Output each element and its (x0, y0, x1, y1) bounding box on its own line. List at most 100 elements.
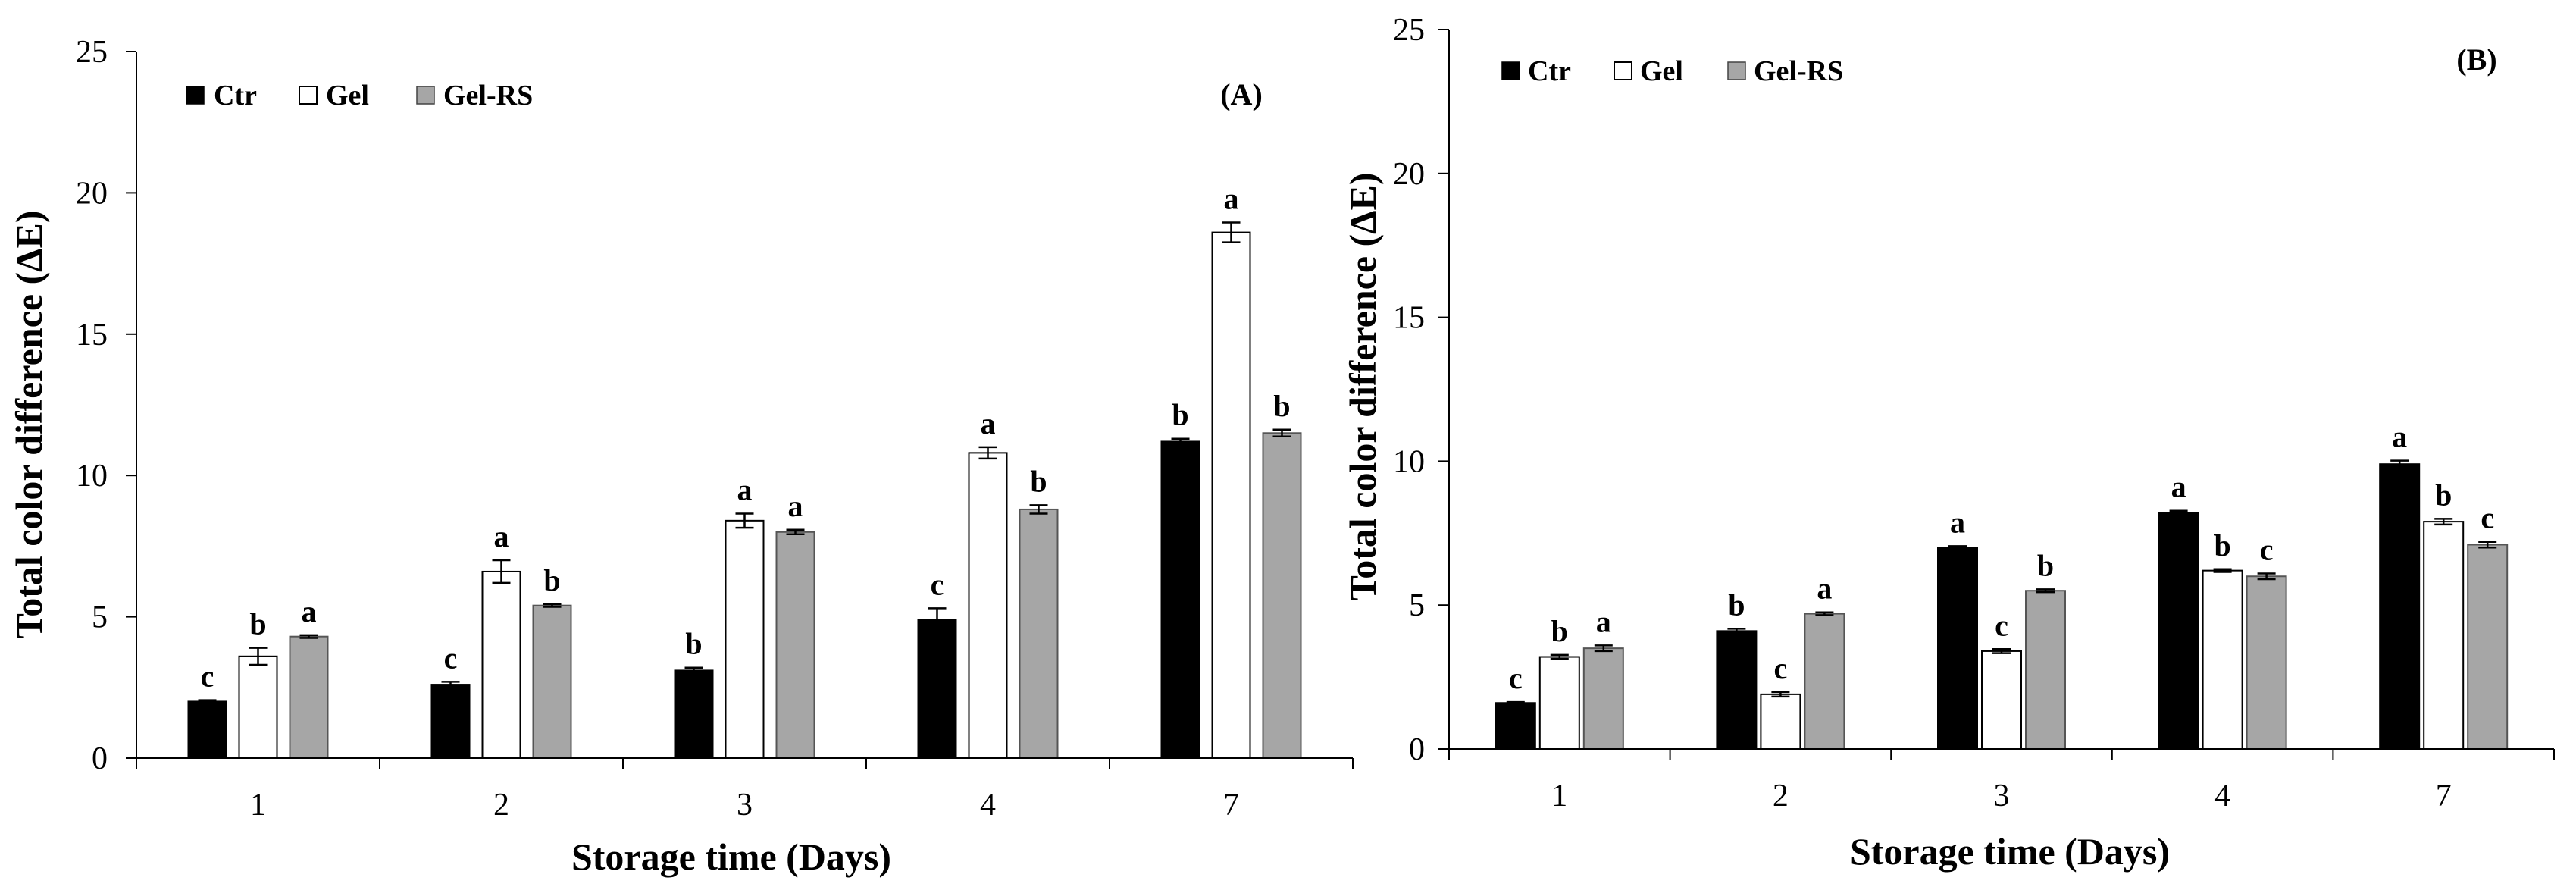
significance-letter: a (1596, 604, 1611, 638)
bar-gel-day-2 (481, 570, 521, 760)
significance-letter: b (2037, 548, 2054, 582)
significance-letter: b (1728, 588, 1745, 622)
significance-letter: a (1817, 572, 1832, 606)
significance-letter: b (1030, 464, 1047, 498)
y-tick-label: 15 (76, 318, 108, 353)
significance-letter: c (1995, 608, 2008, 642)
legend-label-gel-rs: Gel-RS (443, 80, 533, 111)
significance-letter: c (2481, 501, 2494, 535)
legend-label-ctr: Ctr (1528, 55, 1571, 87)
y-tick-label: 5 (1409, 588, 1425, 623)
bar-gel-day-4 (968, 452, 1008, 759)
significance-letter: a (981, 406, 996, 440)
legend-label-gel-rs: Gel-RS (1754, 55, 1843, 87)
significance-letter: c (444, 641, 458, 675)
y-tick-label: 15 (1393, 301, 1425, 336)
panel-a-x-axis-title: Storage time (Days) (571, 835, 891, 878)
x-tick-label: 4 (980, 788, 996, 823)
bar-ctr-day-2 (430, 684, 471, 760)
bar-gel-rs-day-3 (775, 531, 815, 759)
x-tick-label: 3 (737, 788, 753, 823)
bar-ctr-day-1 (1495, 702, 1536, 750)
x-tick-label: 3 (1994, 779, 2010, 813)
legend-swatch-ctr (1501, 61, 1520, 80)
bar-gel-rs-day-7 (1262, 432, 1302, 760)
x-tick-label: 1 (1551, 779, 1567, 813)
significance-letter: b (543, 563, 560, 597)
y-tick-label: 25 (76, 35, 108, 70)
bar-ctr-day-3 (674, 669, 714, 760)
legend-swatch-gel (1614, 61, 1632, 80)
bar-gel-rs-day-7 (2467, 544, 2509, 750)
bar-gel-rs-day-2 (1804, 613, 1845, 751)
significance-letter: a (737, 473, 753, 507)
bar-ctr-day-1 (187, 700, 227, 759)
x-tick-label: 4 (2214, 779, 2230, 813)
bar-gel-day-3 (725, 519, 765, 760)
panel-b-y-axis-title: Total color difference (ΔE) (1341, 172, 1384, 600)
significance-letter: b (685, 627, 702, 661)
bar-gel-rs-day-3 (2025, 590, 2066, 750)
y-tick-label: 10 (1393, 444, 1425, 479)
x-tick-label: 7 (1223, 788, 1239, 823)
bar-ctr-day-4 (2158, 512, 2199, 751)
bar-gel-rs-day-1 (1582, 647, 1624, 751)
y-tick-label: 0 (92, 741, 108, 776)
bar-gel-rs-day-2 (532, 604, 572, 759)
bar-gel-day-3 (1981, 650, 2022, 750)
y-tick-label: 20 (1393, 157, 1425, 192)
bar-gel-day-2 (1760, 693, 1801, 750)
legend-label-gel: Gel (326, 80, 369, 111)
significance-letter: a (1950, 505, 1965, 539)
significance-letter: c (1774, 651, 1788, 685)
y-tick-label: 5 (92, 600, 108, 635)
legend-label-gel: Gel (1640, 55, 1683, 87)
significance-letter: c (1509, 661, 1523, 695)
x-tick-label: 2 (1773, 779, 1789, 813)
legend-swatch-gel-rs (1727, 61, 1746, 80)
legend-label-ctr: Ctr (214, 80, 257, 111)
bar-ctr-day-2 (1716, 630, 1758, 751)
significance-letter: b (249, 607, 266, 641)
x-tick-label: 2 (493, 788, 509, 823)
significance-letter: c (201, 660, 214, 694)
bar-gel-rs-day-1 (289, 635, 329, 759)
bar-ctr-day-3 (1937, 547, 1978, 751)
bar-gel-rs-day-4 (2246, 575, 2287, 750)
y-tick-label: 25 (1393, 13, 1425, 48)
bar-gel-day-4 (2202, 569, 2243, 751)
panel-b-x-axis-title: Storage time (Days) (1850, 830, 2170, 873)
legend-swatch-gel-rs (416, 86, 435, 105)
bar-ctr-day-7 (1160, 440, 1200, 759)
y-tick-label: 0 (1409, 732, 1425, 767)
legend-swatch-gel (299, 86, 318, 105)
significance-letter: b (2214, 528, 2230, 563)
x-tick-label: 1 (250, 788, 266, 823)
panel-a-label: (A) (1220, 77, 1263, 111)
panel-a-y-axis-title: Total color difference (ΔE) (8, 210, 50, 638)
bar-gel-day-7 (1211, 231, 1251, 760)
x-tick-label: 7 (2436, 779, 2452, 813)
significance-letter: c (2260, 532, 2274, 566)
significance-letter: a (2392, 420, 2407, 454)
panel-a-legend: Ctr Gel Gel-RS (186, 80, 533, 111)
significance-letter: a (494, 519, 509, 553)
significance-letter: a (302, 594, 317, 628)
panel-b-label: (B) (2456, 42, 2496, 77)
significance-letter: a (1224, 182, 1239, 216)
y-tick-label: 10 (76, 459, 108, 494)
significance-letter: b (2435, 478, 2452, 512)
significance-letter: b (1273, 389, 1290, 423)
significance-letter: c (931, 567, 944, 601)
panel-b-legend: Ctr Gel Gel-RS (1501, 55, 1843, 87)
bar-ctr-day-4 (917, 619, 957, 759)
bar-ctr-day-7 (2379, 463, 2421, 750)
bar-gel-rs-day-4 (1019, 508, 1059, 759)
y-tick-label: 20 (76, 176, 108, 211)
legend-swatch-ctr (186, 86, 205, 105)
